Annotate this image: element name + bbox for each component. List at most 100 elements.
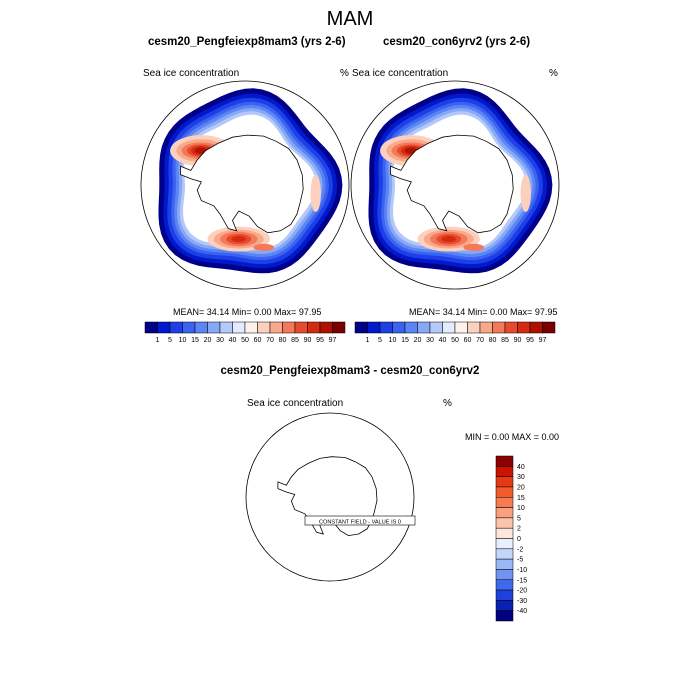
colorbar-box (442, 321, 456, 334)
colorbar-box (529, 321, 543, 334)
colorbar-box (479, 321, 493, 334)
colorbar-tick-label: 1 (366, 337, 370, 344)
right-map (368, 88, 553, 274)
amundsen-ice (253, 243, 275, 252)
colorbar-box (492, 321, 506, 334)
colorbar-box (542, 321, 556, 334)
left-variable-label: Sea ice concentration (143, 68, 240, 79)
colorbar-tick-label: 40 (229, 337, 237, 344)
colorbar-box (495, 497, 514, 508)
colorbar-box (157, 321, 171, 334)
colorbar-box (517, 321, 531, 334)
diff-units-label: % (443, 398, 452, 409)
colorbar-tick-label: 80 (279, 337, 287, 344)
colorbar-box (495, 600, 514, 611)
colorbar-box (367, 321, 381, 334)
constant-field-text: CONSTANT FIELD - VALUE IS 0 (319, 520, 401, 526)
colorbar-tick-label: 20 (414, 337, 422, 344)
constant-field-note: CONSTANT FIELD - VALUE IS 0 (304, 515, 416, 526)
colorbar-tick-label: 15 (401, 337, 409, 344)
colorbar-tick-label: 30 (426, 337, 434, 344)
colorbar-box (194, 321, 208, 334)
colorbar-box (282, 321, 296, 334)
colorbar-tick-label: 20 (517, 484, 525, 491)
colorbar-box (495, 569, 514, 580)
colorbar-box (495, 538, 514, 550)
colorbar-box (354, 321, 368, 334)
colorbar-box (294, 321, 308, 334)
colorbar-tick-label: 90 (304, 337, 312, 344)
colorbar-tick-label: -15 (517, 577, 527, 584)
colorbar-box (495, 579, 514, 591)
colorbar-tick-label: 95 (316, 337, 324, 344)
colorbar-tick-label: -5 (517, 557, 523, 564)
colorbar-tick-label: 1 (156, 337, 160, 344)
colorbar-tick-label: -2 (517, 546, 523, 553)
right-units-label: % (549, 68, 558, 79)
colorbar-box (495, 558, 514, 570)
colorbar-tick-label: 70 (266, 337, 274, 344)
colorbar-box (307, 321, 321, 334)
antarctica-coastline (390, 134, 514, 234)
colorbar-tick-label: 30 (216, 337, 224, 344)
colorbar-tick-label: -40 (517, 608, 527, 615)
colorbar-box (269, 321, 283, 334)
colorbar-tick-label: 15 (517, 495, 525, 502)
colorbar-tick-label: 30 (517, 474, 525, 481)
diff-variable-label: Sea ice concentration (247, 398, 344, 409)
colorbar-tick-label: 10 (517, 505, 525, 512)
colorbar-tick-label: 97 (539, 337, 547, 344)
right-variable-label: Sea ice concentration (352, 68, 449, 79)
colorbar-box (467, 321, 481, 334)
ross-ice (231, 235, 247, 243)
diff-panel-title: cesm20_Pengfeiexp8mam3 - cesm20_con6yrv2 (220, 365, 480, 377)
colorbar-box (332, 321, 346, 334)
colorbar-box (495, 610, 514, 622)
colorbar-tick-label: 90 (514, 337, 522, 344)
left-units-label: % (340, 68, 349, 79)
colorbar-tick-label: 0 (517, 536, 521, 543)
colorbar-box (257, 321, 271, 334)
diff-minmax: MIN = 0.00 MAX = 0.00 (465, 432, 560, 442)
colorbar-box (495, 507, 514, 519)
colorbar-tick-label: 10 (179, 337, 187, 344)
colorbar-box (495, 466, 514, 477)
colorbar-tick-label: 40 (517, 464, 525, 471)
colorbar-box (392, 321, 406, 334)
colorbar-tick-label: 2 (517, 526, 521, 533)
colorbar-box (169, 321, 183, 334)
colorbar-box (504, 321, 518, 334)
right-colorbar: 1 5 10 15 20 30 40 50 60 70 80 85 90 95 97 (354, 321, 556, 344)
east-ice (310, 174, 321, 213)
left-panel-title: cesm20_Pengfeiexp8mam3 (yrs 2-6) (148, 36, 346, 48)
right-map-boundary (350, 80, 560, 290)
colorbar-tick-label: 85 (291, 337, 299, 344)
colorbar-box (207, 321, 221, 334)
colorbar-tick-label: 15 (191, 337, 199, 344)
colorbar-tick-label: 50 (451, 337, 459, 344)
left-stats: MEAN= 34.14 Min= 0.00 Max= 97.95 (173, 307, 322, 317)
colorbar-box (495, 486, 514, 498)
colorbar-box (495, 589, 514, 601)
left-map-boundary (140, 80, 350, 290)
constant-field-box (304, 515, 416, 526)
right-panel-title: cesm20_con6yrv2 (yrs 2-6) (383, 36, 531, 48)
colorbar-box (219, 321, 233, 334)
colorbar-tick-label: 5 (378, 337, 382, 344)
colorbar-tick-label: -10 (517, 567, 527, 574)
figure-title: MAM (326, 8, 374, 30)
colorbar-tick-label: 50 (241, 337, 249, 344)
colorbar-tick-label: -30 (517, 598, 527, 605)
colorbar-box (319, 321, 333, 334)
colorbar-box (495, 548, 514, 560)
diff-map-boundary (245, 412, 415, 582)
colorbar-tick-label: 80 (489, 337, 497, 344)
colorbar-box (454, 321, 468, 334)
colorbar-tick-label: 97 (329, 337, 337, 344)
left-colorbar: 1 5 10 15 20 30 40 50 60 70 80 85 90 95 97 (144, 321, 346, 344)
colorbar-box (182, 321, 196, 334)
colorbar-box (244, 321, 258, 334)
colorbar-box (495, 517, 514, 529)
